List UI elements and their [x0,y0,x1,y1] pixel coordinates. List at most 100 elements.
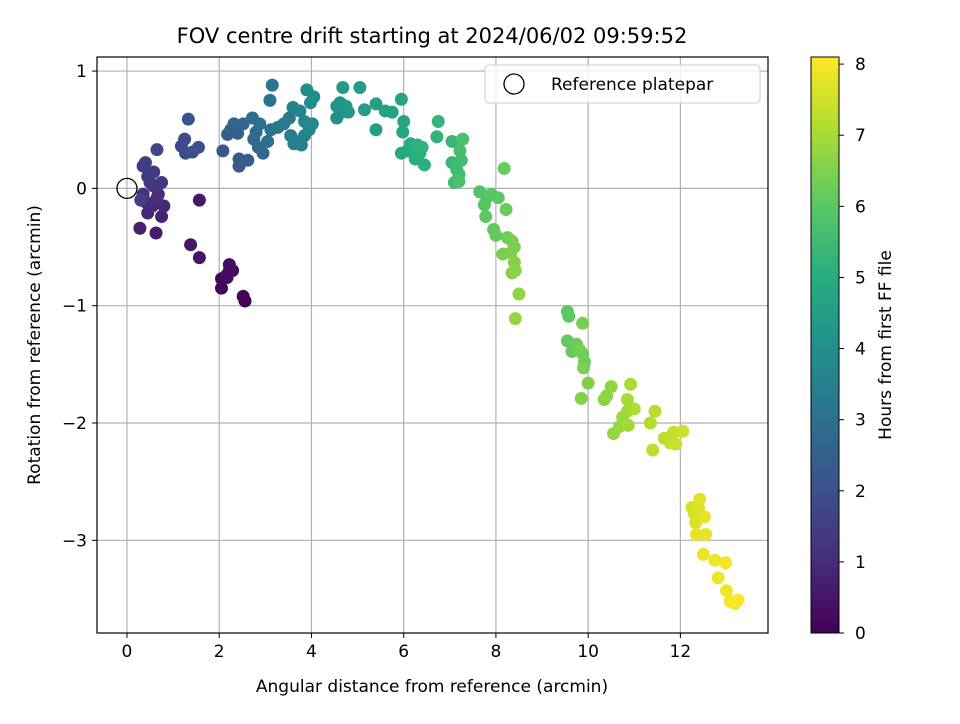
data-point [256,146,270,160]
data-point [369,97,383,111]
data-point [192,193,206,207]
scatter-points [133,78,745,611]
data-point [574,391,588,405]
x-axis-ticks: 0 2 4 6 8 10 12 [122,633,692,662]
colorbar-tick-label: 1 [855,553,866,573]
data-point [577,361,591,375]
data-point [222,258,236,272]
data-point [708,553,722,567]
data-point [508,264,522,278]
data-point [385,105,399,119]
x-tick-label: 12 [670,642,692,662]
y-tick-label: 0 [76,179,87,199]
x-tick-label: 4 [306,642,317,662]
data-point [620,393,634,407]
x-axis-label: Angular distance from reference (arcmin) [256,677,608,697]
data-point [357,103,371,117]
data-point [456,132,470,146]
data-point [181,112,195,126]
data-point [573,343,587,357]
data-point [508,312,522,326]
data-point [178,132,192,146]
data-point [184,238,198,252]
data-point [155,210,169,224]
reference-point [116,177,138,200]
data-point [604,380,618,394]
x-tick-label: 2 [214,642,225,662]
data-point [261,134,275,148]
data-point [507,240,521,254]
colorbar-tick-label: 8 [855,55,866,75]
data-point [253,117,267,131]
data-point [415,140,429,154]
colorbar-tick-label: 4 [855,340,866,360]
data-point [431,115,445,129]
data-point [711,571,725,585]
legend-open-circle-icon [503,73,525,95]
x-tick-label: 8 [490,642,501,662]
data-point [236,117,250,131]
data-point [499,203,513,217]
x-tick-label: 10 [577,642,599,662]
data-point [300,83,314,97]
data-point [576,316,590,330]
data-point [191,140,205,154]
colorbar-tick-label: 6 [855,197,866,217]
data-point [430,130,444,144]
colorbar: 0 1 2 3 4 5 6 7 8 Hours from first FF file [810,55,896,644]
data-point [731,593,745,607]
data-point [648,404,662,418]
data-point [394,92,408,106]
data-point [669,437,683,451]
data-point [719,556,733,570]
data-point [341,105,355,119]
data-point [479,210,493,224]
data-point [336,81,350,95]
data-point [696,547,710,561]
data-point [417,158,431,172]
y-tick-label: −2 [62,414,87,434]
colorbar-tick-label: 0 [855,624,866,644]
data-point [646,443,660,457]
data-point [227,117,241,131]
data-point [150,143,164,157]
data-point [489,228,503,242]
data-point [396,125,410,139]
data-point [220,268,234,282]
y-tick-label: −1 [62,297,87,317]
colorbar-ticks: 0 1 2 3 4 5 6 7 8 [839,55,866,644]
chart-title: FOV centre drift starting at 2024/06/02 … [177,24,688,48]
y-axis-ticks: −3 −2 −1 0 1 [62,62,97,551]
legend-box [484,64,761,104]
y-tick-label: 1 [76,62,87,82]
data-point [627,402,641,416]
data-point [512,287,526,301]
data-point [445,134,459,148]
data-point [497,161,511,175]
legend-label: Reference platepar [551,75,713,95]
data-point [134,193,148,207]
data-point [369,123,383,137]
data-point [643,416,657,430]
data-point [305,117,319,131]
colorbar-tick-label: 3 [855,411,866,431]
data-point [133,221,147,235]
colorbar-label: Hours from first FF file [876,250,896,440]
data-point [693,492,707,506]
data-point [621,418,635,432]
data-point [353,81,367,95]
colorbar-gradient [810,56,840,634]
data-point [282,111,296,125]
data-point [477,198,491,212]
y-axis-label: Rotation from reference (arcmin) [25,205,45,485]
data-point [147,165,161,179]
plot-frame [96,56,769,634]
data-point [699,527,713,541]
data-point [293,104,307,118]
x-tick-label: 0 [122,642,133,662]
data-point [138,156,152,170]
data-point [453,144,467,158]
legend: Reference platepar [484,64,761,104]
data-point [265,78,279,92]
